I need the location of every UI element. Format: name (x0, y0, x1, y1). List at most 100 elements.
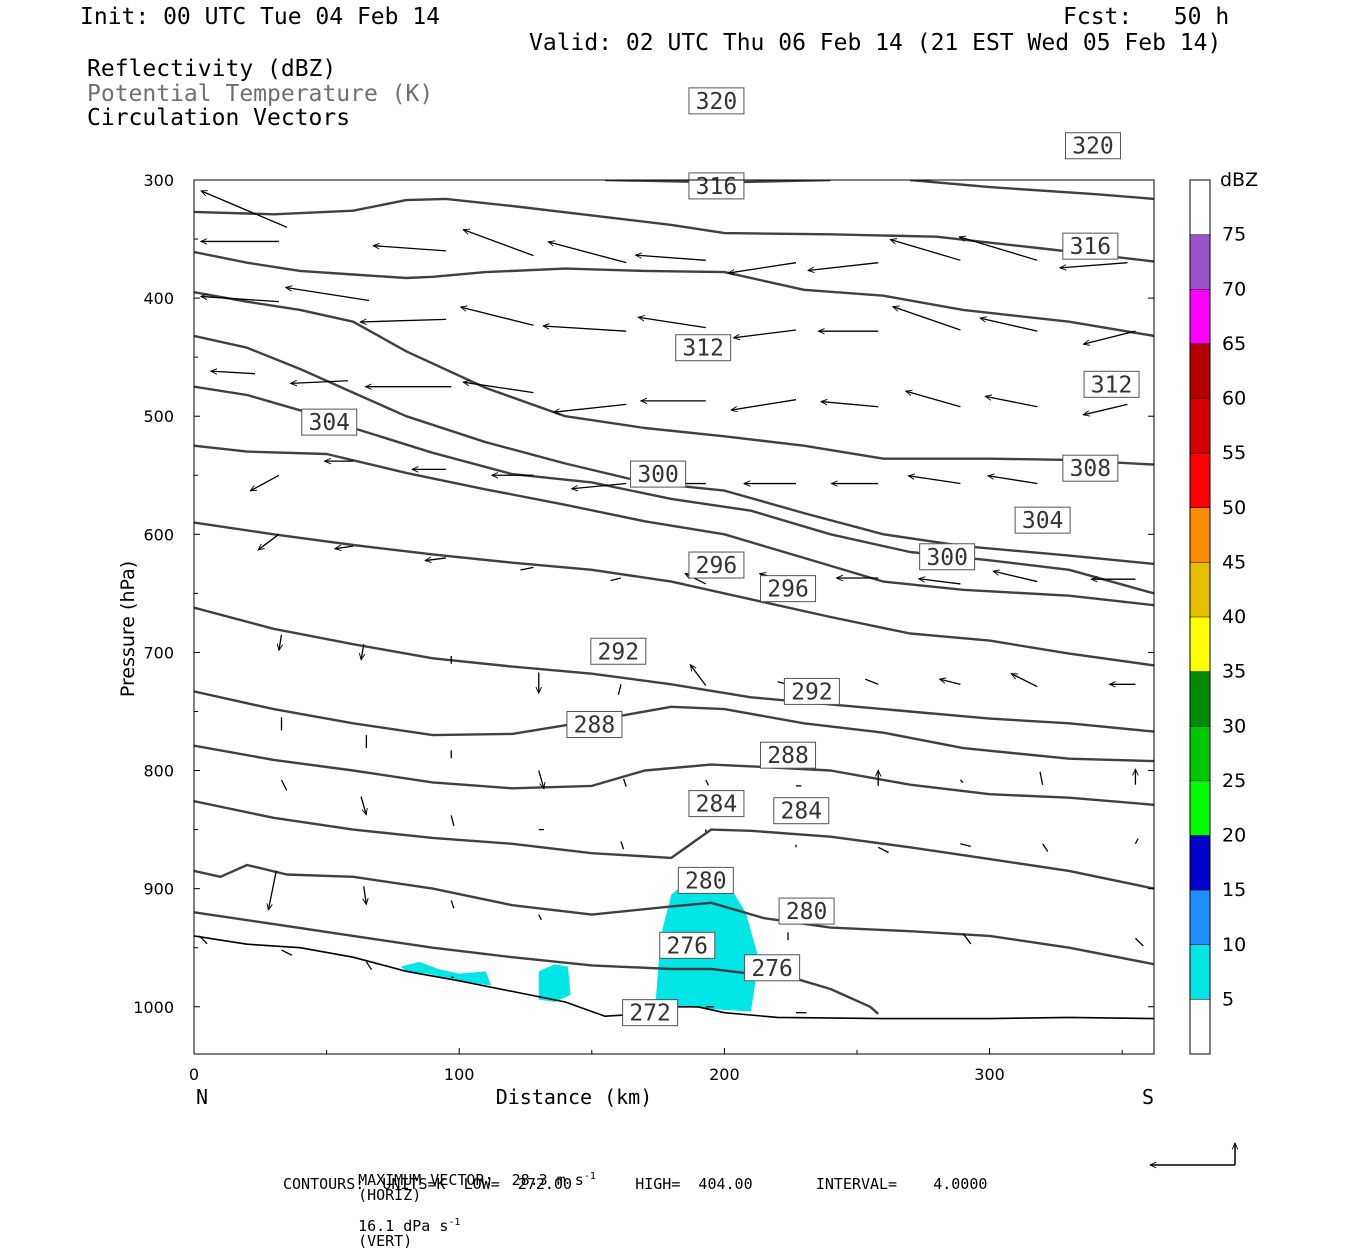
circulation-vector-1 (201, 190, 288, 228)
colorbar-label-20: 20 (1222, 825, 1246, 847)
contour-label-284-0: 284 (688, 790, 745, 818)
contour-label-box (1062, 232, 1119, 260)
circulation-vector-37 (572, 482, 627, 489)
circulation-vector-88 (364, 886, 367, 904)
contour-label-text: 276 (751, 956, 793, 982)
circulation-vector-99 (365, 961, 373, 971)
colorbar-label-25: 25 (1222, 770, 1246, 792)
field-circulation-vectors: Circulation Vectors (87, 105, 351, 131)
colorbar-label-5: 5 (1222, 988, 1234, 1010)
x-axis-label: Distance (km) (496, 1085, 653, 1109)
contour-label-280-0: 280 (677, 866, 734, 894)
contour-label-304-1: 304 (1014, 506, 1071, 534)
contour-label-text: 304 (308, 410, 350, 436)
valid-time: Valid: 02 UTC Thu 06 Feb 14 (21 EST Wed … (529, 30, 1222, 56)
circulation-vector-55 (361, 644, 364, 660)
circulation-vector-8 (890, 240, 961, 261)
contour-label-text: 292 (598, 639, 640, 665)
field-potential-temperature: Potential Temperature (K) (87, 81, 434, 107)
circulation-vector-90 (538, 914, 542, 921)
x-tick-label-0: 0 (189, 1065, 199, 1084)
contour-label-text: 272 (629, 1001, 671, 1027)
circulation-vector-15 (543, 326, 627, 332)
contour-label-text: 288 (574, 712, 616, 738)
circulation-vector-28 (731, 399, 797, 410)
contour-label-text: 312 (682, 336, 724, 362)
theta-contour-276 (194, 911, 879, 1015)
theta-contour-312 (194, 334, 1154, 566)
circulation-vector-32 (1083, 403, 1128, 414)
circulation-vector-86 (1134, 838, 1139, 845)
circulation-vector-45 (425, 558, 447, 561)
max-vector-vert-exponent: -1 (448, 1217, 461, 1228)
x-tick-label-100: 100 (444, 1065, 475, 1084)
theta-contour-324 (194, 197, 1154, 263)
colorbar-segment-13 (1190, 890, 1210, 945)
circulation-vector-16 (638, 317, 706, 329)
contour-label-box (1083, 370, 1140, 398)
circulation-vector-4 (548, 242, 627, 264)
theta-contour-280 (194, 863, 1154, 966)
circulation-vector-70 (705, 779, 710, 786)
circulation-vector-9 (959, 237, 1038, 261)
circulation-vector-13 (360, 319, 446, 322)
circulation-vector-98 (281, 949, 293, 956)
contour-label-box (688, 790, 745, 818)
contour-label-316-0: 316 (688, 172, 745, 200)
colorbar-segment-15 (1190, 999, 1210, 1054)
contour-label-text: 300 (926, 545, 968, 571)
y-tick-label-1000: 1000 (133, 998, 174, 1017)
contour-label-box (760, 741, 817, 769)
circulation-vector-44 (335, 546, 354, 549)
colorbar-segment-12 (1190, 835, 1210, 891)
theta-contour-292 (194, 690, 1154, 763)
contour-label-box (744, 954, 801, 982)
colorbar-label-40: 40 (1222, 606, 1246, 628)
colorbar-segment-2 (1190, 289, 1210, 344)
circulation-vector-46 (520, 566, 534, 571)
contour-label-box (659, 931, 716, 959)
circulation-vector-87 (268, 870, 277, 910)
colorbar-label-10: 10 (1222, 934, 1246, 956)
contour-label-box (783, 677, 840, 705)
contour-label-box (566, 710, 623, 738)
max-vector-horiz-label: (HORIZ) (358, 1186, 422, 1204)
contour-label-box (773, 797, 830, 825)
reflectivity-area-1 (538, 964, 571, 1003)
theta-contour-316 (194, 291, 1154, 466)
field-reflectivity: Reflectivity (dBZ) (87, 56, 337, 82)
theta-contour-304 (194, 444, 1154, 607)
y-tick-label-500: 500 (143, 407, 174, 426)
contour-label-292-1: 292 (783, 677, 840, 705)
colorbar-label-15: 15 (1222, 879, 1246, 901)
circulation-vector-58 (617, 684, 622, 695)
contour-label-text: 288 (767, 743, 809, 769)
x-end-label-north: N (196, 1085, 208, 1109)
contour-label-300-1: 300 (919, 543, 976, 571)
contour-label-box (677, 866, 734, 894)
circulation-vector-89 (450, 900, 455, 909)
circulation-vector-6 (728, 262, 797, 273)
x-tick-label-300: 300 (974, 1065, 1005, 1084)
circulation-vector-12 (286, 287, 370, 302)
contour-label-text: 276 (666, 933, 708, 959)
contour-label-box (675, 334, 732, 362)
circulation-vector-25 (463, 382, 534, 394)
contour-label-300-0: 300 (630, 460, 687, 488)
circulation-vector-80 (620, 841, 625, 850)
contour-label-288-0: 288 (566, 710, 623, 738)
circulation-vector-26 (553, 403, 627, 412)
y-tick-label-700: 700 (143, 643, 174, 662)
circulation-vector-63 (1011, 673, 1038, 688)
circulation-vector-62 (940, 679, 961, 685)
circulation-vector-52 (993, 571, 1038, 583)
theta-contour-320 (194, 250, 1154, 338)
contour-label-text: 320 (1072, 134, 1114, 160)
circulation-vector-21 (1083, 330, 1136, 344)
contour-label-316-1: 316 (1062, 232, 1119, 260)
circulation-vector-10 (1060, 262, 1128, 268)
circulation-vector-108 (198, 935, 208, 945)
contour-label-text: 280 (786, 899, 828, 925)
colorbar-segment-5 (1190, 453, 1210, 508)
colorbar-label-60: 60 (1222, 388, 1246, 410)
